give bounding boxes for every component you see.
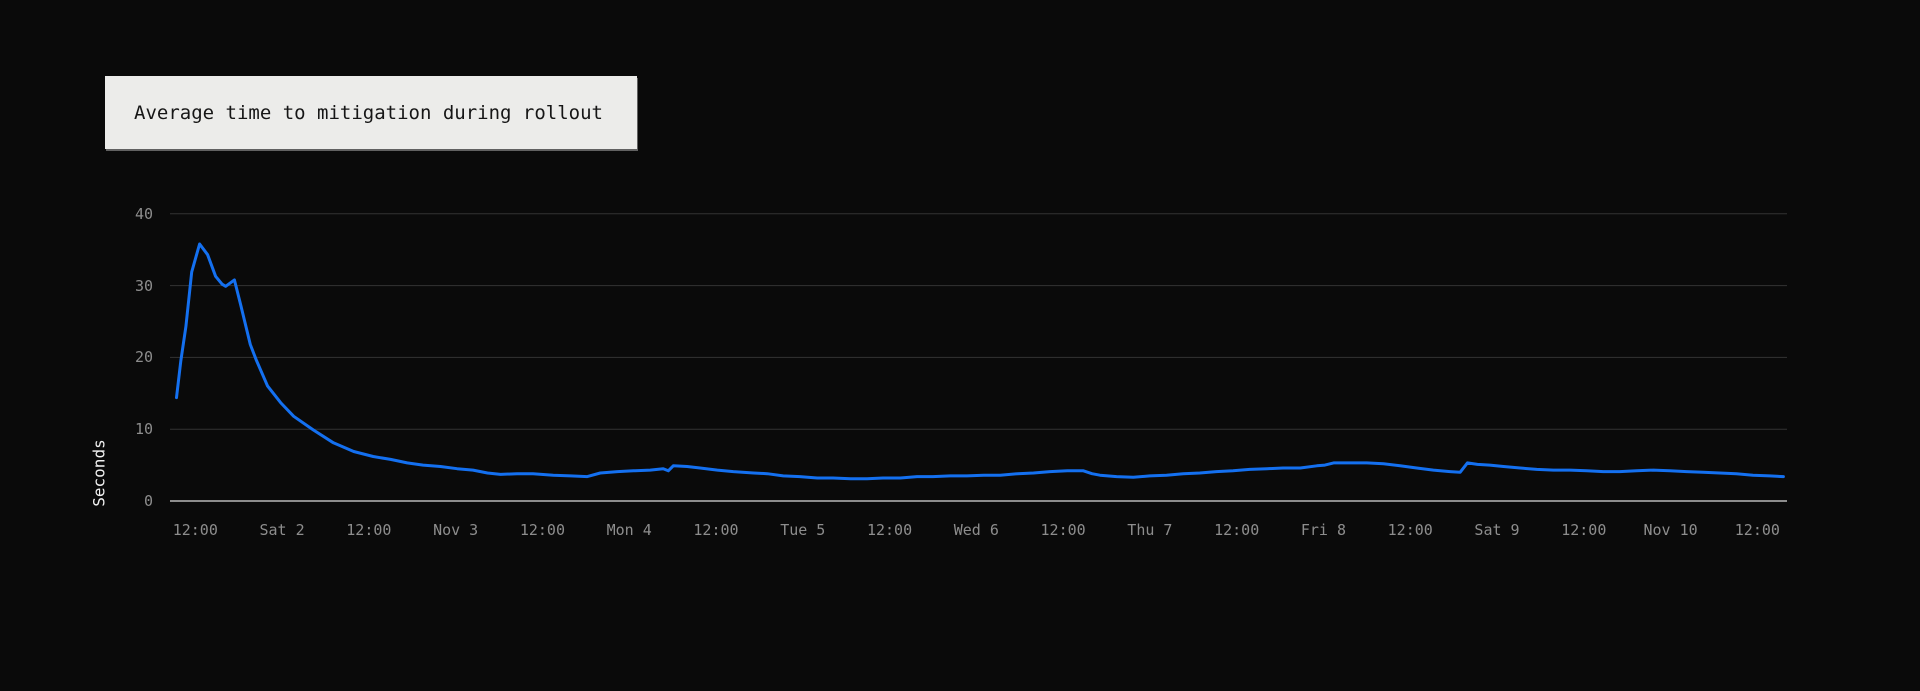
plot-area[interactable] [170,200,1787,512]
x-tick-label: Sat 2 [259,521,305,539]
y-tick-label: 0 [143,492,153,510]
x-tick-label: 12:00 [1561,521,1607,539]
x-tick-label: 12:00 [1040,521,1086,539]
x-tick-label: 12:00 [519,521,565,539]
chart-title-box: Average time to mitigation during rollou… [105,76,637,149]
chart-title: Average time to mitigation during rollou… [134,101,603,124]
x-tick-label: 12:00 [172,521,218,539]
x-tick-label: Wed 6 [953,521,999,539]
x-tick-label: Fri 8 [1300,521,1347,539]
y-tick-label: 40 [134,204,153,223]
x-tick-label: Nov 3 [433,521,479,539]
x-tick-label: 12:00 [866,521,913,539]
x-tick-label: 12:00 [346,521,392,539]
x-tick-label: Sat 9 [1474,521,1520,539]
series-line [175,242,1785,481]
y-tick-label: 20 [134,348,153,367]
x-tick-label: Nov 10 [1643,521,1698,539]
x-tick-label: 12:00 [1734,521,1780,539]
y-tick-label: 30 [134,276,153,295]
y-tick-label: 10 [134,420,153,439]
x-tick-label: Tue 5 [780,521,826,539]
x-tick-label: 12:00 [1214,521,1260,539]
x-tick-label: 12:00 [1387,521,1433,539]
x-tick-label: Thu 7 [1127,521,1173,539]
x-tick-label: 12:00 [693,521,739,539]
x-tick-label: Mon 4 [606,521,652,539]
